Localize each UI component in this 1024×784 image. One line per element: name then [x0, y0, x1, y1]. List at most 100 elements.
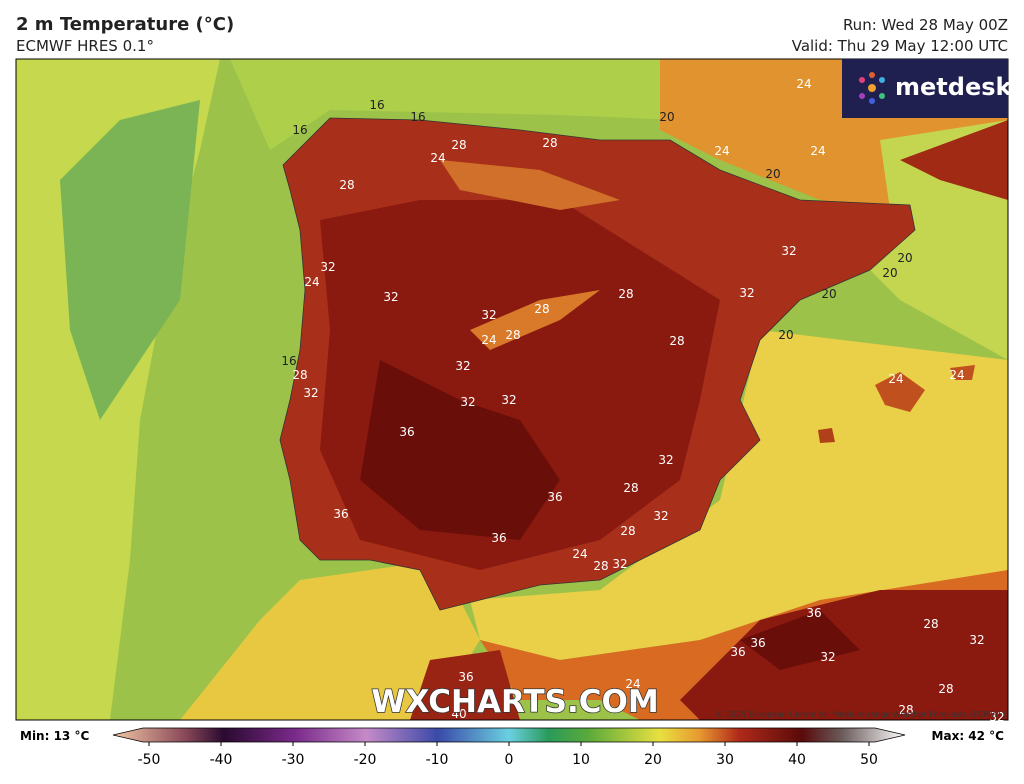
contour-label: 24: [304, 275, 319, 289]
atlantic-south: [180, 560, 480, 720]
contour-label: 24: [796, 77, 811, 91]
contour-label: 32: [303, 386, 318, 400]
contour-label: 36: [399, 425, 414, 439]
contour-label: 32: [455, 359, 470, 373]
contour-label: 32: [501, 393, 516, 407]
mallorca: [875, 372, 925, 412]
contour-label: 24: [949, 368, 964, 382]
mediterranean: [470, 330, 1008, 660]
contour-label: 32: [820, 650, 835, 664]
colorbar-tick-label: -40: [210, 752, 233, 768]
map-frame: [15, 58, 1009, 721]
colorbar-tick-label: -30: [282, 752, 305, 768]
contour-label: 32: [320, 260, 335, 274]
contour-label: 32: [658, 453, 673, 467]
contour-label: 36: [491, 531, 506, 545]
colorbar: -50 -40 -30 -20 -10 0 10 20 30 40 50: [112, 727, 906, 768]
iberia-hottest: [360, 360, 560, 540]
menorca: [950, 365, 975, 380]
title: 2 m Temperature (°C): [16, 14, 234, 35]
contour-label: 36: [458, 670, 473, 684]
contour-label: 28: [923, 617, 938, 631]
ibiza: [818, 428, 835, 443]
contour-label: 20: [821, 287, 836, 301]
contour-label: 20: [778, 328, 793, 342]
colorbar-tick-label: -10: [426, 752, 449, 768]
contour-label: 24: [714, 144, 729, 158]
sea-cool: [60, 100, 200, 420]
contour-label: 24: [430, 151, 445, 165]
contour-label: 20: [659, 110, 674, 124]
contour-label: 28: [542, 136, 557, 150]
colorbar-tick-label: 0: [505, 752, 514, 768]
contour-label: 28: [669, 334, 684, 348]
contour-label: 28: [292, 368, 307, 382]
contour-label: 36: [333, 507, 348, 521]
contour-label: 32: [612, 557, 627, 571]
africa-hot: [680, 590, 1008, 720]
contour-label: 24: [810, 144, 825, 158]
contour-label: 32: [739, 286, 754, 300]
contour-label: 28: [534, 302, 549, 316]
contour-label: 28: [451, 138, 466, 152]
contour-label: 16: [292, 123, 307, 137]
contour-label: 28: [898, 703, 913, 717]
contour-label: 20: [897, 251, 912, 265]
contour-label: 36: [730, 645, 745, 659]
colorbar-tick-label: 30: [716, 752, 734, 768]
valid-time: Valid: Thu 29 May 12:00 UTC: [792, 37, 1008, 55]
colorbar-tick-label: -20: [354, 752, 377, 768]
colorbar-tick-label: 10: [572, 752, 590, 768]
logo-text: metdesk: [895, 73, 1013, 101]
contour-label: 32: [781, 244, 796, 258]
contour-label: 16: [281, 354, 296, 368]
contour-label: 24: [888, 372, 903, 386]
contour-label: 28: [620, 524, 635, 538]
contour-label: 32: [969, 633, 984, 647]
colorbar-tick-label: -50: [138, 752, 161, 768]
colorbar-tick-label: 20: [644, 752, 662, 768]
contour-label: 24: [625, 677, 640, 691]
map-area: [16, 59, 1008, 720]
max-label: Max: 42 °C: [932, 729, 1005, 743]
contour-label: 24: [481, 333, 496, 347]
subtitle: ECMWF HRES 0.1°: [16, 37, 154, 55]
contour-label: 28: [618, 287, 633, 301]
copyright: © 2025 European Centre for Medium-range …: [715, 710, 1006, 719]
min-label: Min: 13 °C: [20, 729, 89, 743]
contour-label: 20: [765, 167, 780, 181]
contour-label: 36: [750, 636, 765, 650]
colorbar-tick-label: 40: [788, 752, 806, 768]
logo-icon: [859, 72, 885, 104]
alps-hot: [900, 120, 1008, 200]
sea-north: [230, 59, 690, 150]
contour-label: 20: [882, 266, 897, 280]
contour-label: 28: [339, 178, 354, 192]
contour-label: 16: [369, 98, 384, 112]
contour-label: 36: [547, 490, 562, 504]
contour-label: 28: [938, 682, 953, 696]
contour-label: 24: [572, 547, 587, 561]
contour-label: 16: [410, 110, 425, 124]
run-time: Run: Wed 28 May 00Z: [843, 16, 1008, 34]
contour-label: 28: [593, 559, 608, 573]
contour-label: 32: [460, 395, 475, 409]
morocco-hot: [410, 650, 520, 720]
contour-label: 32: [481, 308, 496, 322]
colorbar-tick-label: 50: [860, 752, 878, 768]
contour-label: 32: [383, 290, 398, 304]
cooler-band: [440, 160, 620, 210]
africa-hottest: [740, 610, 860, 670]
contour-label: 32: [653, 509, 668, 523]
contour-label: 36: [806, 606, 821, 620]
contour-label: 28: [623, 481, 638, 495]
cooler-band: [470, 290, 600, 350]
contour-label: 40: [451, 707, 466, 721]
colorbar-bar: [112, 727, 906, 743]
watermark: WXCHARTS.COM: [371, 684, 658, 720]
contour-label: 32: [989, 710, 1004, 724]
contour-label: 28: [505, 328, 520, 342]
